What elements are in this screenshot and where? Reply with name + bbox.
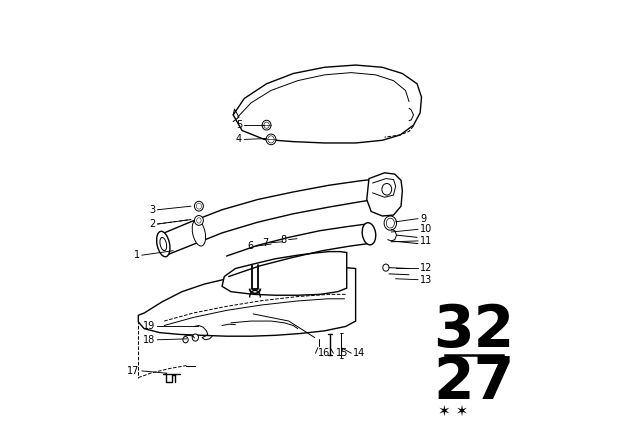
Ellipse shape	[157, 231, 170, 257]
Text: 4: 4	[236, 134, 242, 144]
Text: 10: 10	[420, 224, 433, 234]
Text: 9: 9	[420, 214, 426, 224]
Text: 2: 2	[149, 219, 156, 229]
Ellipse shape	[384, 216, 397, 230]
Ellipse shape	[266, 134, 276, 145]
Text: 11: 11	[420, 236, 433, 246]
Ellipse shape	[192, 220, 205, 246]
Text: 17: 17	[127, 366, 140, 376]
Text: 1: 1	[134, 250, 140, 260]
Polygon shape	[222, 252, 347, 295]
Text: 6: 6	[247, 241, 253, 251]
Text: 8: 8	[280, 235, 287, 245]
Text: 19: 19	[143, 320, 156, 331]
Text: 32: 32	[433, 302, 514, 359]
Ellipse shape	[183, 336, 188, 343]
Ellipse shape	[262, 120, 271, 130]
Ellipse shape	[192, 334, 198, 341]
Polygon shape	[233, 65, 422, 143]
Polygon shape	[367, 173, 403, 216]
Text: 16: 16	[318, 348, 330, 358]
Ellipse shape	[195, 201, 204, 211]
Text: 12: 12	[420, 263, 433, 273]
Text: 14: 14	[353, 348, 365, 358]
Text: 27: 27	[433, 353, 514, 410]
Polygon shape	[138, 267, 356, 336]
Ellipse shape	[383, 264, 389, 271]
Text: ✶ ✶: ✶ ✶	[438, 404, 468, 418]
Text: 15: 15	[335, 348, 348, 358]
Text: 3: 3	[149, 205, 156, 215]
Ellipse shape	[195, 215, 204, 225]
Ellipse shape	[362, 223, 376, 245]
Ellipse shape	[382, 184, 392, 195]
Text: 5: 5	[236, 120, 242, 130]
Text: 18: 18	[143, 335, 156, 345]
Text: 13: 13	[420, 275, 433, 284]
Text: 7: 7	[262, 238, 269, 248]
